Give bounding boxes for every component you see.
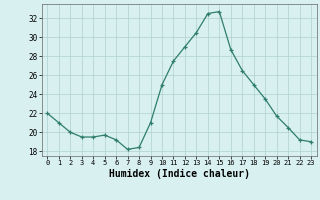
X-axis label: Humidex (Indice chaleur): Humidex (Indice chaleur) [109, 169, 250, 179]
